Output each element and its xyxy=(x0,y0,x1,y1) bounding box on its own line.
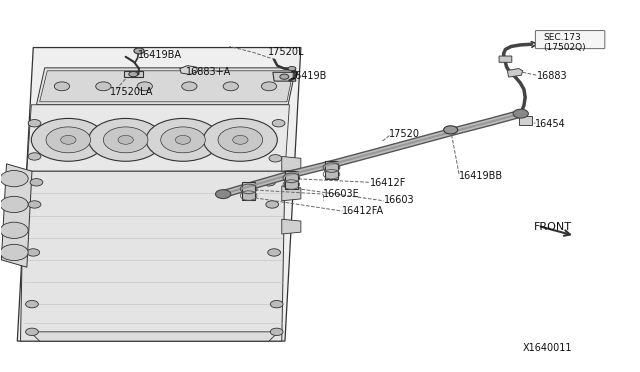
Circle shape xyxy=(26,301,38,308)
Text: 16603: 16603 xyxy=(384,195,414,205)
Circle shape xyxy=(513,109,529,118)
Circle shape xyxy=(28,153,41,160)
Circle shape xyxy=(146,118,220,161)
Circle shape xyxy=(96,82,111,91)
Text: 16419BA: 16419BA xyxy=(138,50,182,60)
Bar xyxy=(325,161,338,179)
Circle shape xyxy=(137,82,152,91)
Circle shape xyxy=(444,126,458,134)
Circle shape xyxy=(175,135,191,144)
Circle shape xyxy=(272,119,285,127)
Circle shape xyxy=(223,82,239,91)
Circle shape xyxy=(89,118,163,161)
Circle shape xyxy=(61,135,76,144)
Text: FRONT: FRONT xyxy=(534,222,572,232)
Circle shape xyxy=(30,179,43,186)
Text: 16419B: 16419B xyxy=(290,71,328,81)
Circle shape xyxy=(216,190,231,199)
Circle shape xyxy=(0,170,28,187)
Text: 16412F: 16412F xyxy=(370,178,406,188)
Circle shape xyxy=(118,135,133,144)
Circle shape xyxy=(204,118,277,161)
Circle shape xyxy=(134,48,144,54)
Text: 16883+A: 16883+A xyxy=(186,67,232,77)
Polygon shape xyxy=(273,72,296,81)
Circle shape xyxy=(233,135,248,144)
Circle shape xyxy=(270,301,283,308)
Text: 17520L: 17520L xyxy=(268,47,304,57)
Polygon shape xyxy=(508,68,523,77)
Polygon shape xyxy=(124,71,143,77)
Circle shape xyxy=(26,328,38,336)
Circle shape xyxy=(288,66,296,71)
Polygon shape xyxy=(180,65,198,74)
Circle shape xyxy=(266,201,278,208)
Circle shape xyxy=(218,127,262,153)
Polygon shape xyxy=(27,105,289,171)
Circle shape xyxy=(268,249,280,256)
Bar xyxy=(243,182,255,200)
Text: 16412FA: 16412FA xyxy=(342,206,385,216)
Bar xyxy=(519,116,532,125)
Circle shape xyxy=(161,127,205,153)
Text: 16454: 16454 xyxy=(536,119,566,129)
Circle shape xyxy=(262,179,275,186)
Text: 17520: 17520 xyxy=(389,129,420,139)
Text: 17520LA: 17520LA xyxy=(109,87,153,97)
Circle shape xyxy=(103,127,148,153)
Polygon shape xyxy=(17,48,301,341)
Circle shape xyxy=(129,71,138,77)
FancyBboxPatch shape xyxy=(536,31,605,49)
Circle shape xyxy=(261,82,276,91)
FancyBboxPatch shape xyxy=(499,56,512,62)
Circle shape xyxy=(0,196,28,212)
Circle shape xyxy=(27,249,40,256)
Text: 16603E: 16603E xyxy=(323,189,360,199)
Circle shape xyxy=(46,127,91,153)
Circle shape xyxy=(0,222,28,238)
Circle shape xyxy=(182,82,197,91)
Text: 16419BB: 16419BB xyxy=(459,171,503,181)
Circle shape xyxy=(54,82,70,91)
Circle shape xyxy=(269,155,282,162)
Polygon shape xyxy=(282,186,301,201)
Circle shape xyxy=(28,201,41,208)
Polygon shape xyxy=(1,164,32,267)
Bar xyxy=(285,171,298,189)
Circle shape xyxy=(31,118,105,161)
Polygon shape xyxy=(36,68,296,105)
Text: SEC.173
(17502Q): SEC.173 (17502Q) xyxy=(543,33,586,52)
Polygon shape xyxy=(282,157,301,171)
Text: 16883: 16883 xyxy=(537,71,567,81)
Circle shape xyxy=(28,119,41,127)
Polygon shape xyxy=(30,332,278,341)
Circle shape xyxy=(270,328,283,336)
Polygon shape xyxy=(282,219,301,234)
Polygon shape xyxy=(40,71,293,102)
Text: X1640011: X1640011 xyxy=(523,343,572,353)
Circle shape xyxy=(280,74,289,79)
Polygon shape xyxy=(20,171,285,341)
Circle shape xyxy=(0,244,28,260)
